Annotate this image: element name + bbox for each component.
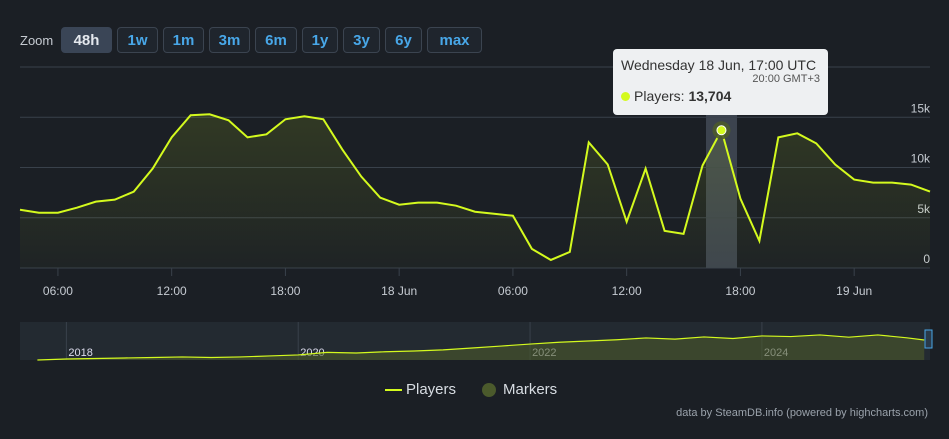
- tooltip-dot: [621, 92, 630, 101]
- navigator-line: [37, 334, 925, 361]
- legend-marker: [482, 383, 496, 397]
- hover-point: [716, 125, 727, 136]
- zoom-button[interactable]: max: [427, 27, 482, 53]
- area: [20, 114, 930, 268]
- zoom-button[interactable]: 6y: [385, 27, 422, 53]
- zoom-button[interactable]: 1m: [163, 27, 204, 53]
- x-tick-label: 12:00: [157, 284, 187, 298]
- zoom-button[interactable]: 3y: [343, 27, 380, 53]
- tooltip-title: Wednesday 18 Jun, 17:00 UTC: [621, 57, 817, 73]
- y-tick-label: 10k: [911, 152, 931, 166]
- x-tick-label: 18:00: [270, 284, 300, 298]
- x-tick-label: 12:00: [612, 284, 642, 298]
- zoom-label: Zoom: [20, 33, 54, 48]
- series-line: [19, 113, 931, 262]
- legend-label[interactable]: Players: [406, 381, 456, 398]
- zoom-button[interactable]: 1w: [117, 27, 158, 53]
- x-tick-label: 06:00: [498, 284, 528, 298]
- tooltip-subtitle: 20:00 GMT+3: [752, 73, 820, 85]
- tooltip: Wednesday 18 Jun, 17:00 UTC 20:00 GMT+3 …: [613, 49, 828, 115]
- y-tick-label: 15k: [911, 101, 931, 115]
- x-tick-label: 18:00: [725, 284, 755, 298]
- navigator-tick-label: 2018: [68, 347, 92, 359]
- legend-label[interactable]: Markers: [503, 381, 557, 398]
- tooltip-label: Players:: [634, 88, 685, 104]
- tooltip-value: 13,704: [688, 88, 732, 104]
- navigator-handle[interactable]: [924, 329, 933, 349]
- zoom-button[interactable]: 3m: [209, 27, 250, 53]
- x-tick-label: 19 Jun: [836, 284, 872, 298]
- x-tick-label: 18 Jun: [381, 284, 417, 298]
- x-tick-label: 06:00: [43, 284, 73, 298]
- zoom-button[interactable]: 1y: [302, 27, 338, 53]
- zoom-button[interactable]: 48h: [61, 27, 112, 53]
- zoom-button[interactable]: 6m: [255, 27, 297, 53]
- credits: data by SteamDB.info (powered by highcha…: [676, 407, 928, 419]
